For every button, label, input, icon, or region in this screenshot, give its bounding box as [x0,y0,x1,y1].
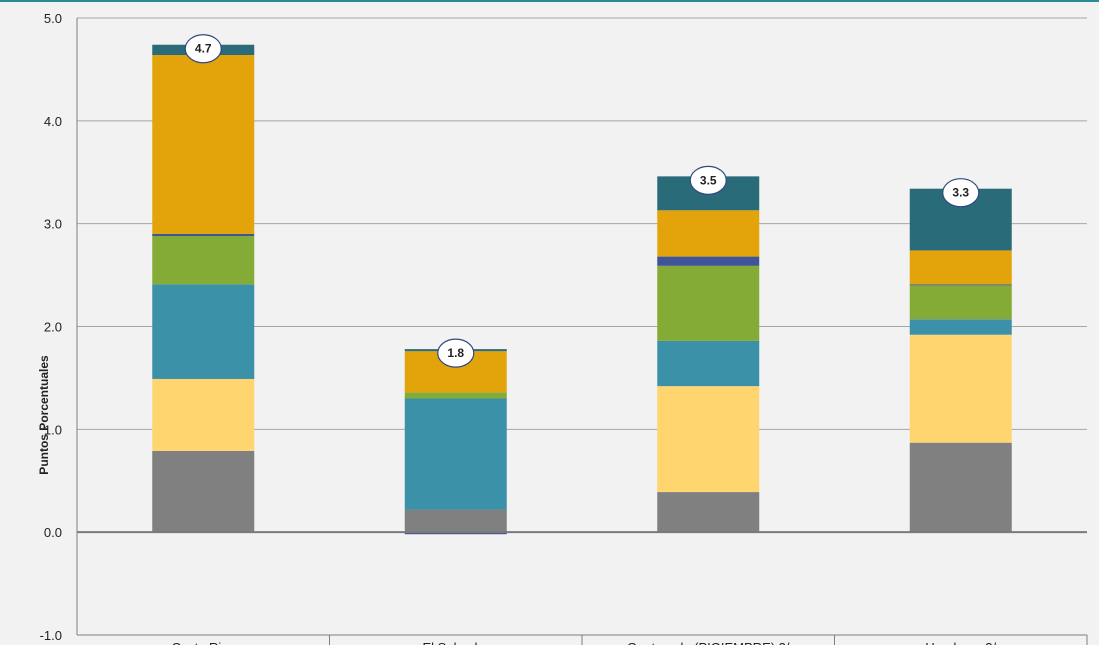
bar-segment [657,210,760,257]
total-label: 4.7 [195,42,212,56]
total-label: 3.5 [700,173,717,187]
y-axis-label: Puntos Porcentuales [37,355,51,475]
y-tick-label: -1.0 [40,628,62,643]
total-bubble [689,165,727,195]
bar-segment [909,319,1012,335]
bar-segment [404,509,507,533]
bar-segment [909,334,1012,443]
total-label: 1.8 [447,346,464,360]
y-tick-label: 5.0 [44,11,62,26]
y-tick-label: 1.0 [44,422,62,437]
total-bubble [437,338,475,368]
bar-segment [152,55,255,234]
bar-segment [404,398,507,510]
bar-segment [404,392,507,399]
total-bubble [184,34,222,64]
bar-segment [152,450,255,533]
bar-segment [152,284,255,379]
bar-segment [909,442,1012,533]
bar-segment [909,285,1012,320]
bar-segment [657,340,760,387]
bar-segment [657,265,760,341]
bar-segment [152,378,255,451]
total-bubble [942,178,980,208]
bars [152,44,1012,535]
y-tick-label: 3.0 [44,217,62,232]
y-tick-label: 4.0 [44,114,62,129]
bar-segment [909,250,1012,285]
bar-segment [657,256,760,266]
bar-segment [404,532,507,535]
total-label: 3.3 [952,186,969,200]
y-tick-label: 2.0 [44,320,62,335]
bar-segment [657,386,760,493]
bar-segment [152,236,255,285]
bar-segment [657,492,760,533]
bar-segment [152,233,255,237]
axes [76,18,1088,645]
bar-segment [909,284,1012,286]
y-tick-label: 0.0 [44,525,62,540]
